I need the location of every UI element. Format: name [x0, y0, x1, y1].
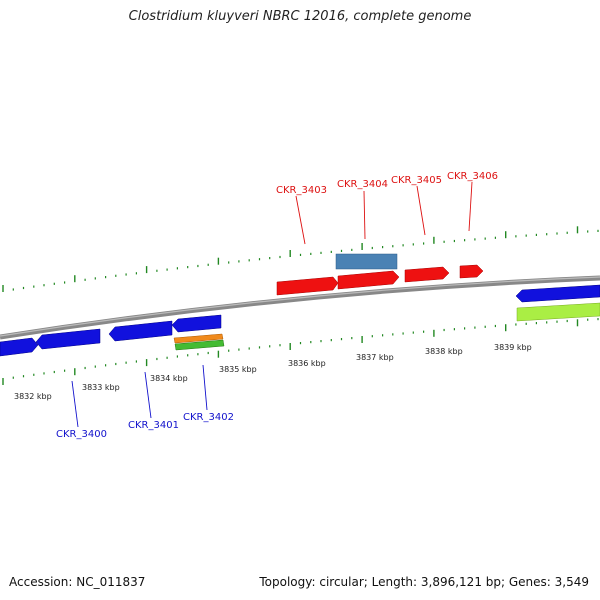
tick-label-3832: 3832 kbp — [14, 392, 52, 401]
label-CKR_3402: CKR_3402 — [183, 412, 234, 423]
leader-CKR_3403 — [295, 195, 306, 245]
leader-CKR_3406 — [468, 181, 473, 232]
tick-label-3838: 3838 kbp — [425, 347, 463, 356]
genome-backbone — [0, 275, 600, 340]
genome-backbone-highlight — [0, 276, 600, 337]
label-CKR_3401: CKR_3401 — [128, 420, 179, 431]
gene-blue-0[interactable] — [0, 337, 39, 357]
gene-CKR_3402-orange[interactable] — [173, 333, 224, 344]
tick-label-3835: 3835 kbp — [219, 365, 257, 374]
leader-CKR_3400 — [71, 380, 79, 428]
label-CKR_3405: CKR_3405 — [391, 175, 442, 186]
genome-title: Clostridium kluyveri NBRC 12016, complet… — [128, 9, 472, 24]
gene-CKR_3402-green[interactable] — [174, 339, 225, 351]
tick-label-3837: 3837 kbp — [356, 353, 394, 362]
gene-CKR_3406[interactable] — [459, 264, 484, 279]
gene-blue-right[interactable] — [515, 284, 600, 303]
accession-text: Accession: NC_011837 — [9, 575, 146, 589]
gene-lime[interactable] — [516, 302, 600, 322]
tick-label-3836: 3836 kbp — [288, 359, 326, 368]
gene-CKR_3404[interactable] — [335, 253, 398, 270]
label-CKR_3400: CKR_3400 — [56, 429, 107, 440]
gene-CKR_3400[interactable] — [35, 328, 101, 350]
leader-CKR_3401 — [144, 371, 152, 419]
genome-summary-text: Topology: circular; Length: 3,896,121 bp… — [259, 575, 589, 589]
tick-label-3839: 3839 kbp — [494, 343, 532, 352]
gene-CKR_3405[interactable] — [404, 266, 450, 283]
tick-label-3834: 3834 kbp — [150, 374, 188, 383]
label-CKR_3406: CKR_3406 — [447, 171, 498, 182]
label-CKR_3403: CKR_3403 — [276, 185, 327, 196]
gene-CKR_3403[interactable] — [276, 276, 339, 296]
leader-CKR_3404 — [363, 190, 366, 240]
reverse-strand-ticks — [2, 318, 599, 385]
leader-CKR_3405 — [416, 185, 426, 236]
gene-blue-3[interactable] — [171, 314, 222, 333]
gene-CKR_3404-red[interactable] — [337, 270, 400, 290]
tick-label-3833: 3833 kbp — [82, 383, 120, 392]
gene-CKR_3401[interactable] — [108, 320, 173, 342]
leader-CKR_3402 — [202, 364, 208, 411]
forward-strand-ticks — [2, 226, 599, 292]
label-CKR_3404: CKR_3404 — [337, 179, 388, 190]
